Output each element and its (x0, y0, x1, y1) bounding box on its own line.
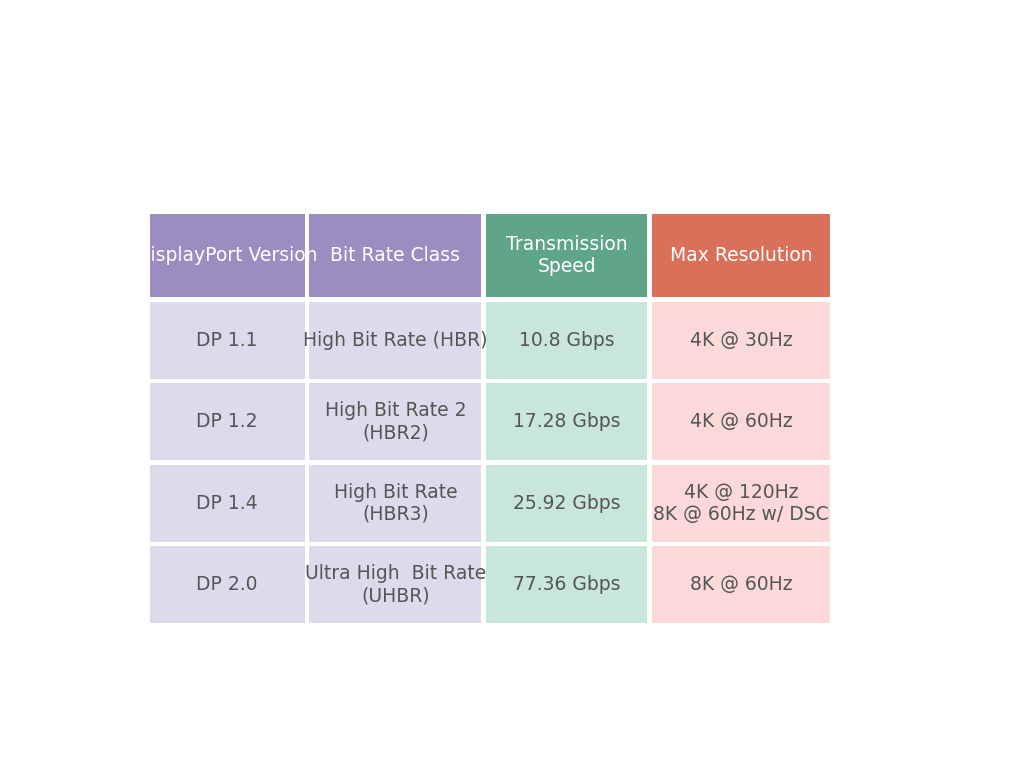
Text: 8K @ 60Hz: 8K @ 60Hz (690, 575, 793, 594)
Text: High Bit Rate 2
(HBR2): High Bit Rate 2 (HBR2) (325, 401, 466, 442)
Bar (309, 383, 481, 460)
Text: Ultra High  Bit Rate
(UHBR): Ultra High Bit Rate (UHBR) (305, 564, 486, 605)
Text: 4K @ 60Hz: 4K @ 60Hz (690, 412, 793, 431)
Text: High Bit Rate (HBR): High Bit Rate (HBR) (303, 330, 487, 349)
Bar (309, 547, 481, 624)
Bar (150, 547, 305, 624)
Text: Bit Rate Class: Bit Rate Class (331, 246, 461, 265)
Text: 17.28 Gbps: 17.28 Gbps (513, 412, 621, 431)
Text: 77.36 Gbps: 77.36 Gbps (513, 575, 621, 594)
Text: DisplayPort Version: DisplayPort Version (136, 246, 317, 265)
Bar (486, 383, 647, 460)
Bar (150, 302, 305, 379)
Bar (150, 465, 305, 542)
Bar (652, 547, 830, 624)
Bar (652, 302, 830, 379)
Text: DP 1.2: DP 1.2 (197, 412, 258, 431)
Bar (652, 465, 830, 542)
Text: High Bit Rate
(HBR3): High Bit Rate (HBR3) (334, 483, 457, 524)
Text: DP 1.4: DP 1.4 (197, 494, 258, 513)
Bar (486, 465, 647, 542)
Bar (309, 465, 481, 542)
Bar (486, 214, 647, 297)
Bar (150, 383, 305, 460)
Text: 4K @ 120Hz
8K @ 60Hz w/ DSC: 4K @ 120Hz 8K @ 60Hz w/ DSC (653, 483, 828, 524)
Text: 10.8 Gbps: 10.8 Gbps (519, 330, 614, 349)
Text: Max Resolution: Max Resolution (670, 246, 812, 265)
Bar (309, 302, 481, 379)
Bar (150, 214, 305, 297)
Bar (486, 302, 647, 379)
Bar (486, 547, 647, 624)
Bar (309, 214, 481, 297)
Text: 4K @ 30Hz: 4K @ 30Hz (690, 330, 793, 349)
Text: Transmission
Speed: Transmission Speed (506, 235, 628, 276)
Text: 25.92 Gbps: 25.92 Gbps (513, 494, 621, 513)
Text: DP 2.0: DP 2.0 (197, 575, 258, 594)
Text: DP 1.1: DP 1.1 (197, 330, 258, 349)
Bar (652, 383, 830, 460)
Bar (652, 214, 830, 297)
